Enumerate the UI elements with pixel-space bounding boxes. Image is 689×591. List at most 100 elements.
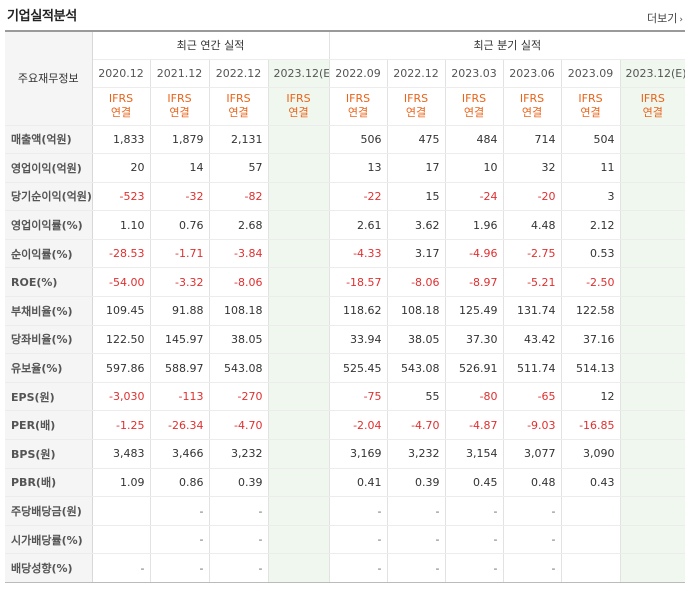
table-row: 당기순이익(억원) -523 -32 -82 -22 15 -24 -20 3 [5, 182, 686, 212]
table-cell: - [503, 553, 562, 583]
financial-table: 주요재무정보 최근 연간 실적 최근 분기 실적 2020.12 2021.12 2… [5, 30, 686, 583]
table-cell: -2.50 [561, 267, 621, 298]
table-cell: -82 [209, 182, 269, 212]
period-header-quarter: 2022.09 [328, 59, 388, 88]
table-cell: 543.08 [209, 353, 269, 383]
table-cell: 588.97 [150, 353, 210, 383]
basis-bottom-label: 연결 [169, 106, 190, 119]
table-cell [268, 381, 330, 412]
accounting-basis-cell: IFRS 연결 [268, 87, 330, 126]
table-cell [620, 439, 686, 469]
row-label: ROE(%) [5, 267, 93, 298]
row-label: 영업이익(억원) [5, 153, 93, 183]
table-cell: 3,090 [561, 439, 621, 469]
table-cell: 33.94 [328, 325, 388, 355]
table-cell: -80 [445, 381, 504, 412]
group-header-row: 주요재무정보 최근 연간 실적 최근 분기 실적 [5, 31, 686, 126]
table-cell: 3,169 [328, 439, 388, 469]
table-cell [268, 553, 330, 583]
table-cell [620, 410, 686, 441]
accounting-basis-cell: IFRS 연결 [620, 87, 686, 126]
table-cell: 506 [328, 125, 388, 155]
basis-bottom-label: 연결 [110, 106, 132, 119]
row-label: 유보율(%) [5, 353, 93, 383]
table-cell: -65 [503, 381, 562, 412]
basis-header-row: IFRS 연결 IFRS 연결 IFRS 연결 IFRS 연결 IFRS 연결 IFRS 연결 IFRS… [5, 87, 686, 126]
table-cell: 0.41 [328, 468, 388, 498]
table-row: PER(배) -1.25 -26.34 -4.70 -2.04 -4.70 -4.87 -9.… [5, 410, 686, 441]
more-link-label: 더보기 [647, 12, 678, 25]
table-cell [268, 496, 330, 526]
table-cell: 484 [445, 125, 504, 155]
table-cell: 514.13 [561, 353, 621, 383]
table-cell: -1.25 [92, 410, 151, 441]
table-cell [268, 182, 330, 212]
corner-label: 주요재무정보 [5, 31, 93, 126]
period-header-annual: 2021.12 [150, 59, 210, 88]
basis-bottom-label: 연결 [228, 106, 249, 119]
table-cell [92, 496, 151, 526]
table-cell: -523 [92, 182, 151, 212]
table-cell: 3.17 [387, 239, 446, 269]
table-cell: - [328, 496, 388, 526]
more-link[interactable]: 더보기 › [647, 10, 683, 26]
table-row: 당좌비율(%) 122.50 145.97 38.05 33.94 38.05 37.30 4… [5, 325, 686, 355]
table-cell: -16.85 [561, 410, 621, 441]
table-cell: - [150, 553, 210, 583]
table-row: 매출액(억원) 1,833 1,879 2,131 506 475 484 714 504 [5, 125, 686, 155]
table-cell: - [209, 525, 269, 555]
table-cell: 526.91 [445, 353, 504, 383]
period-header-quarter: 2023.06 [503, 59, 562, 88]
row-label: 매출액(억원) [5, 125, 93, 155]
table-cell [268, 410, 330, 441]
table-cell: -26.34 [150, 410, 210, 441]
basis-top-label: IFRS [286, 92, 311, 105]
table-cell: -4.87 [445, 410, 504, 441]
table-cell: - [150, 525, 210, 555]
table-cell: 145.97 [150, 325, 210, 355]
table-cell: 20 [92, 153, 151, 183]
table-row: 시가배당률(%) - - - - - - [5, 525, 686, 555]
table-cell: - [387, 553, 446, 583]
table-cell [620, 267, 686, 298]
row-label: 부채비율(%) [5, 296, 93, 326]
basis-bottom-label: 연결 [463, 106, 485, 119]
table-cell: -8.06 [209, 267, 269, 298]
table-cell: -75 [328, 381, 388, 412]
table-cell: 1,833 [92, 125, 151, 155]
table-row: PBR(배) 1.09 0.86 0.39 0.41 0.39 0.45 0.48 0.43 [5, 468, 686, 498]
table-cell: 3,466 [150, 439, 210, 469]
table-cell: 3 [561, 182, 621, 212]
section-title: 기업실적분석 [7, 9, 77, 24]
table-cell: - [328, 553, 388, 583]
period-header-row: 2020.12 2021.12 2022.12 2023.12(E) 2022.09 20… [5, 59, 686, 88]
row-label: 당좌비율(%) [5, 325, 93, 355]
table-cell: 14 [150, 153, 210, 183]
table-cell: 37.16 [561, 325, 621, 355]
table-cell: 17 [387, 153, 446, 183]
table-cell [268, 439, 330, 469]
table-cell: -5.21 [503, 267, 562, 298]
table-row: 유보율(%) 597.86 588.97 543.08 525.45 543.08 526.… [5, 353, 686, 383]
table-cell: -8.97 [445, 267, 504, 298]
table-cell: 0.76 [150, 210, 210, 240]
table-cell [620, 496, 686, 526]
table-cell [268, 267, 330, 298]
table-cell: 38.05 [387, 325, 446, 355]
table-cell: 108.18 [209, 296, 269, 326]
table-cell: -113 [150, 381, 210, 412]
table-row: 부채비율(%) 109.45 91.88 108.18 118.62 108.18 125.… [5, 296, 686, 326]
table-cell: 11 [561, 153, 621, 183]
table-row: 영업이익률(%) 1.10 0.76 2.68 2.61 3.62 1.96 4.48 2.12 [5, 210, 686, 240]
table-cell: -270 [209, 381, 269, 412]
table-cell: - [92, 553, 151, 583]
basis-top-label: IFRS [108, 92, 134, 105]
basis-top-label: IFRS [519, 92, 545, 105]
table-cell [268, 153, 330, 183]
table-cell: 118.62 [328, 296, 388, 326]
table-cell: 122.58 [561, 296, 621, 326]
annual-group-header: 최근 연간 실적 [92, 31, 330, 60]
table-cell [268, 325, 330, 355]
accounting-basis-cell: IFRS 연결 [328, 87, 388, 126]
table-cell [268, 296, 330, 326]
